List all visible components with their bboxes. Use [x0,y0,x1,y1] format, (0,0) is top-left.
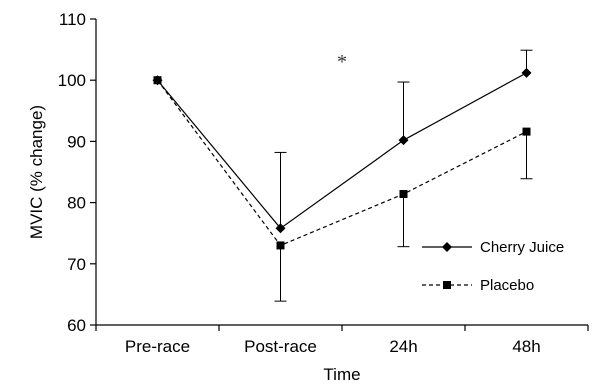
series-line-1 [157,79,527,247]
legend-label-1: Placebo [480,277,534,294]
y-tick-label: 110 [59,10,86,29]
y-tick-label: 70 [67,255,86,274]
annotations: * [337,51,347,73]
series-lines [157,72,527,247]
series-markers [152,67,532,250]
data-point [522,127,531,136]
y-tick-label: 80 [67,194,86,213]
y-tick-label: 90 [67,132,86,151]
x-tick-label: 24h [389,337,417,356]
series-line-0 [157,72,527,230]
legend: Cherry Juice Placebo [422,239,564,294]
data-point [399,190,408,199]
legend-marker-1 [443,281,451,289]
x-axis-title: Time [323,365,360,384]
significance-marker: * [337,51,347,73]
y-axis-title: MVIC (% change) [27,105,46,239]
data-point [398,135,409,146]
legend-label-0: Cherry Juice [480,239,564,256]
error-bars [274,49,533,302]
data-point [521,67,532,78]
x-tick-label: Pre-race [125,337,190,356]
data-point [276,241,285,250]
data-point [153,76,162,85]
y-tick-label: 60 [67,316,86,335]
y-tick-label: 100 [58,71,86,90]
data-point [275,223,286,234]
x-tick-label: 48h [512,337,540,356]
axes: 60 70 80 90 100 110 Pre-race Post-race 24h 48h Tim… [27,10,589,384]
x-tick-label: Post-race [244,337,317,356]
legend-marker-0 [442,242,452,252]
